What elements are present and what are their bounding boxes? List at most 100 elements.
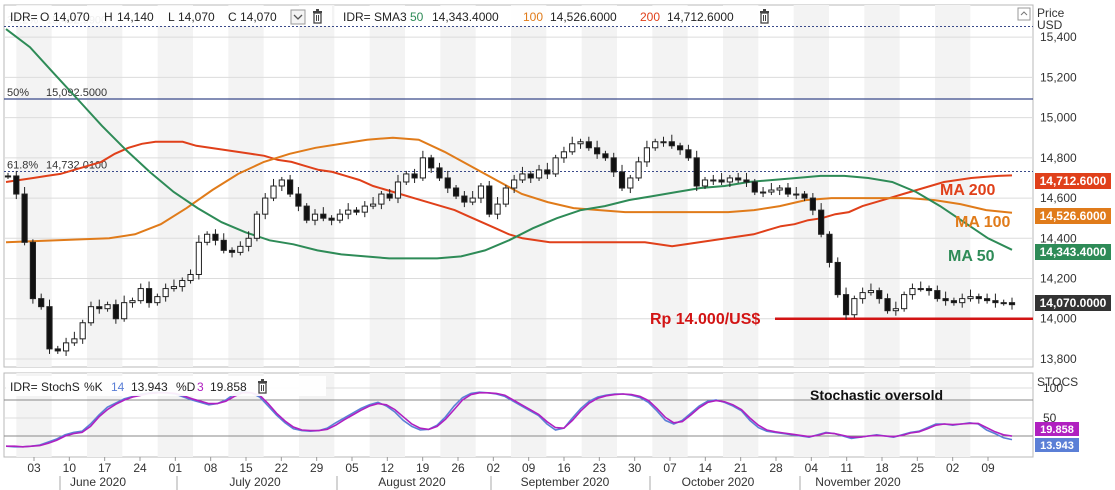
x-tick-label: 10 xyxy=(63,461,77,475)
week-band xyxy=(228,5,264,367)
x-tick-label: 17 xyxy=(98,461,112,475)
candle-body xyxy=(560,151,568,159)
annotation-ma200: MA 200 xyxy=(940,182,996,199)
stoch-d-value: 19.858 xyxy=(210,380,247,394)
candle-body xyxy=(643,147,651,163)
candle-body xyxy=(54,348,61,352)
candle-body xyxy=(295,193,302,207)
candle-body xyxy=(121,302,128,320)
candle-body xyxy=(635,161,642,179)
stoch-k-period: 14 xyxy=(111,380,125,394)
candle-body xyxy=(320,213,327,219)
annotation-stoch: Stochastic oversold xyxy=(810,387,943,403)
ohlc-close-value: 14,070 xyxy=(240,10,277,24)
candle-body xyxy=(336,213,344,221)
week-band xyxy=(581,5,617,367)
candle-body xyxy=(967,296,974,300)
candle-body xyxy=(394,181,402,199)
x-tick-label: 29 xyxy=(310,461,324,475)
candle-body xyxy=(992,300,999,304)
price-value-tag xyxy=(1035,208,1111,224)
candle-body xyxy=(287,179,294,195)
header-symbol: IDR= xyxy=(10,10,38,24)
candle-body xyxy=(668,141,675,147)
candle-body xyxy=(984,298,991,302)
candle-body xyxy=(884,298,891,312)
month-label: October 2020 xyxy=(682,475,755,489)
candle-body xyxy=(145,288,153,304)
x-tick-label: 02 xyxy=(946,461,960,475)
ma-header: IDR= SMA3 50 14,343.4000 100 14,526.6000… xyxy=(338,6,778,26)
trash-icon[interactable] xyxy=(258,379,267,394)
candle-body xyxy=(253,213,261,239)
price-tick-label: 14,000 xyxy=(1040,312,1077,326)
candle-body xyxy=(262,197,269,215)
candle-body xyxy=(436,167,443,179)
stoch-label: IDR= StochS xyxy=(10,380,80,394)
price-value-tag-label: 14,343.4000 xyxy=(1040,245,1107,259)
week-band xyxy=(935,373,971,457)
candle-body xyxy=(1008,302,1016,306)
x-tick-label: 22 xyxy=(275,461,289,475)
candle-body xyxy=(212,233,219,241)
ohlc-open-value: 14,070 xyxy=(53,10,90,24)
candle-body xyxy=(162,288,169,298)
candle-body xyxy=(419,157,426,179)
candle-body xyxy=(859,292,866,300)
candle-body xyxy=(1000,302,1007,305)
fib-label: 50% xyxy=(7,87,29,99)
stoch-d-label: %D xyxy=(176,380,196,394)
ma50-value: 14,343.4000 xyxy=(432,10,499,24)
candle-body xyxy=(818,209,825,235)
candle-body xyxy=(676,145,684,151)
price-value-tag-label: 14,526.6000 xyxy=(1040,209,1107,223)
candle-body xyxy=(759,191,767,194)
ohlc-low-value: 14,070 xyxy=(178,10,215,24)
candle-body xyxy=(610,157,617,173)
candle-body xyxy=(544,169,551,175)
candle-body xyxy=(361,205,368,213)
price-tick-label: 14,200 xyxy=(1040,272,1077,286)
candle-body xyxy=(278,179,285,187)
week-band xyxy=(157,5,193,367)
stoch-value-tag-label: 13.943 xyxy=(1040,440,1074,452)
price-value-tag xyxy=(1035,295,1111,311)
candle-body xyxy=(112,304,119,320)
candle-body xyxy=(768,189,775,193)
candle-body xyxy=(428,157,435,169)
week-band xyxy=(723,373,759,457)
price-tick-label: 14,600 xyxy=(1040,191,1077,205)
stoch-k-label: %K xyxy=(84,380,103,394)
week-band xyxy=(369,373,405,457)
ohlc-open-label: O xyxy=(40,10,49,24)
candle-body xyxy=(652,141,659,149)
x-tick-label: 25 xyxy=(911,461,925,475)
trash-icon[interactable] xyxy=(760,9,769,24)
candle-body xyxy=(685,149,692,159)
candle-body xyxy=(21,193,28,243)
chevron-down-icon[interactable] xyxy=(290,9,306,25)
candle-body xyxy=(784,187,792,195)
x-tick-label: 16 xyxy=(557,461,571,475)
ma200-period: 200 xyxy=(640,10,660,24)
candle-body xyxy=(519,173,526,181)
price-tick-label: 13,800 xyxy=(1040,352,1077,366)
candle-body xyxy=(204,233,211,243)
x-tick-label: 11 xyxy=(840,461,853,475)
candle-body xyxy=(577,141,584,145)
month-label: August 2020 xyxy=(378,475,446,489)
candle-body xyxy=(179,280,186,288)
candle-body xyxy=(353,209,360,213)
candle-body xyxy=(137,288,144,302)
candle-body xyxy=(701,179,709,187)
week-band xyxy=(16,5,52,367)
scroll-icon[interactable] xyxy=(1017,7,1031,21)
candle-body xyxy=(627,177,634,189)
trash-icon[interactable] xyxy=(313,9,322,24)
x-tick-label: 26 xyxy=(451,461,465,475)
candle-body xyxy=(950,300,958,304)
fib-value: 14,732.0100 xyxy=(46,160,107,172)
candle-body xyxy=(834,261,841,296)
month-label: June 2020 xyxy=(70,475,126,489)
candle-body xyxy=(959,298,966,304)
